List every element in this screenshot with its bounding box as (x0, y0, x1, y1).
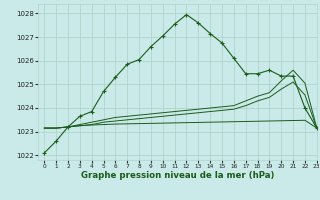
X-axis label: Graphe pression niveau de la mer (hPa): Graphe pression niveau de la mer (hPa) (81, 171, 274, 180)
